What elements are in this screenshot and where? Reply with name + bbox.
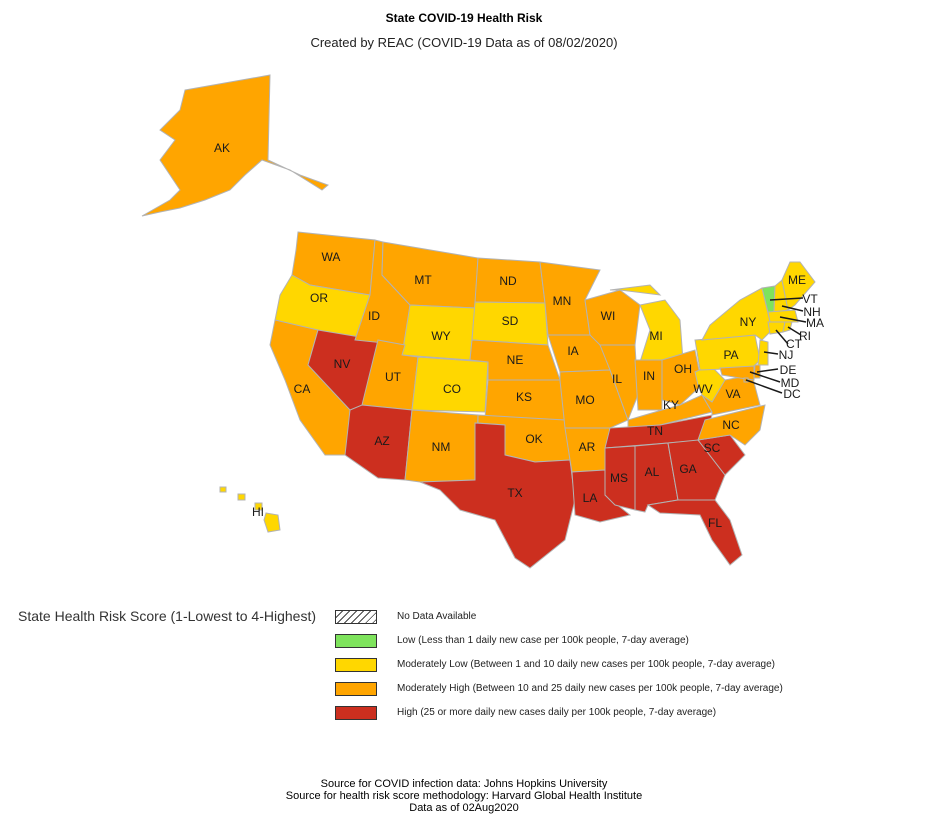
label-WI: WI bbox=[601, 309, 616, 323]
label-IA: IA bbox=[567, 344, 578, 358]
label-CO: CO bbox=[443, 382, 461, 396]
map-title: State COVID-19 Health Risk bbox=[385, 11, 543, 25]
footer-source-methodology: Source for health risk score methodology… bbox=[285, 790, 643, 802]
label-NM: NM bbox=[432, 440, 451, 454]
state-NY[interactable] bbox=[701, 287, 773, 341]
label-NC: NC bbox=[722, 418, 740, 432]
state-RI[interactable] bbox=[782, 321, 793, 333]
source-footer: Source for COVID infection data: Johns H… bbox=[0, 778, 928, 814]
label-AL: AL bbox=[645, 465, 660, 479]
label-WA: WA bbox=[322, 250, 341, 264]
state-MD[interactable] bbox=[719, 365, 755, 381]
label-UT: UT bbox=[385, 370, 402, 384]
footer-source-covid: Source for COVID infection data: Johns H… bbox=[320, 778, 608, 790]
state-NC[interactable] bbox=[697, 404, 766, 446]
label-RI: RI bbox=[799, 329, 811, 343]
label-WY: WY bbox=[431, 329, 450, 343]
label-AZ: AZ bbox=[374, 434, 389, 448]
state-MS[interactable] bbox=[604, 445, 636, 511]
state-GA[interactable] bbox=[667, 439, 726, 501]
label-DC: DC bbox=[783, 387, 801, 401]
label-OK: OK bbox=[525, 432, 542, 446]
state-IL[interactable] bbox=[599, 344, 639, 422]
label-NJ: NJ bbox=[779, 348, 794, 362]
label-ME: ME bbox=[788, 273, 806, 287]
map-subtitle: Created by REAC (COVID-19 Data as of 08/… bbox=[310, 35, 618, 50]
label-HI: HI bbox=[252, 505, 264, 519]
legend-swatch-moderately-low bbox=[335, 658, 377, 672]
label-TN: TN bbox=[647, 424, 663, 438]
state-OH[interactable] bbox=[661, 349, 703, 406]
label-FL: FL bbox=[708, 516, 722, 530]
label-AK: AK bbox=[214, 141, 230, 155]
label-MN: MN bbox=[553, 294, 572, 308]
legend-label: Low (Less than 1 daily new case per 100k… bbox=[397, 635, 689, 646]
state-FL[interactable] bbox=[646, 499, 743, 566]
label-MI: MI bbox=[649, 329, 662, 343]
label-NE: NE bbox=[507, 353, 524, 367]
legend-swatch-low bbox=[335, 634, 377, 648]
label-CT: CT bbox=[786, 337, 803, 351]
label-LA: LA bbox=[583, 491, 598, 505]
footer-data-date: Data as of 02Aug2020 bbox=[409, 802, 519, 814]
label-OR: OR bbox=[310, 291, 328, 305]
legend-label: Moderately High (Between 10 and 25 daily… bbox=[397, 683, 783, 694]
legend-swatch-high bbox=[335, 706, 377, 720]
state-AK[interactable] bbox=[141, 74, 329, 217]
legend-label: Moderately Low (Between 1 and 10 daily n… bbox=[397, 659, 776, 670]
label-OH: OH bbox=[674, 362, 692, 376]
state-TX[interactable] bbox=[419, 422, 576, 569]
label-MT: MT bbox=[414, 273, 432, 287]
label-VA: VA bbox=[725, 387, 740, 401]
state-labels: AK HI WA OR CA NV ID MT WY UT AZ CO NM N… bbox=[214, 141, 824, 530]
legend-title: State Health Risk Score (1-Lowest to 4-H… bbox=[18, 608, 317, 624]
label-AR: AR bbox=[579, 440, 596, 454]
label-PA: PA bbox=[723, 348, 738, 362]
label-TX: TX bbox=[507, 486, 522, 500]
state-CT[interactable] bbox=[767, 321, 786, 335]
legend-label: High (25 or more daily new cases daily p… bbox=[397, 707, 717, 718]
label-ID: ID bbox=[368, 309, 380, 323]
legend-swatch-no-data bbox=[335, 610, 377, 624]
label-SD: SD bbox=[502, 314, 519, 328]
label-KY: KY bbox=[663, 398, 679, 412]
state-ME[interactable] bbox=[781, 261, 816, 311]
label-ND: ND bbox=[499, 274, 517, 288]
label-NY: NY bbox=[740, 315, 757, 329]
label-GA: GA bbox=[679, 462, 696, 476]
label-IL: IL bbox=[612, 372, 622, 386]
legend-label: No Data Available bbox=[397, 611, 477, 622]
label-MO: MO bbox=[575, 393, 594, 407]
label-NH: NH bbox=[803, 305, 820, 319]
label-MD: MD bbox=[781, 376, 800, 390]
label-NV: NV bbox=[334, 357, 351, 371]
label-MA: MA bbox=[806, 316, 824, 330]
label-VT: VT bbox=[802, 292, 818, 306]
label-SC: SC bbox=[704, 441, 721, 455]
label-WV: WV bbox=[693, 382, 712, 396]
label-CA: CA bbox=[294, 382, 311, 396]
state-HI[interactable] bbox=[219, 486, 281, 533]
label-IN: IN bbox=[643, 369, 655, 383]
label-MS: MS bbox=[610, 471, 628, 485]
label-KS: KS bbox=[516, 390, 532, 404]
legend-swatch-moderately-high bbox=[335, 682, 377, 696]
leader-lines bbox=[745, 297, 807, 394]
label-DE: DE bbox=[780, 363, 797, 377]
state-IN[interactable] bbox=[634, 359, 663, 411]
state-NJ[interactable] bbox=[757, 339, 769, 366]
